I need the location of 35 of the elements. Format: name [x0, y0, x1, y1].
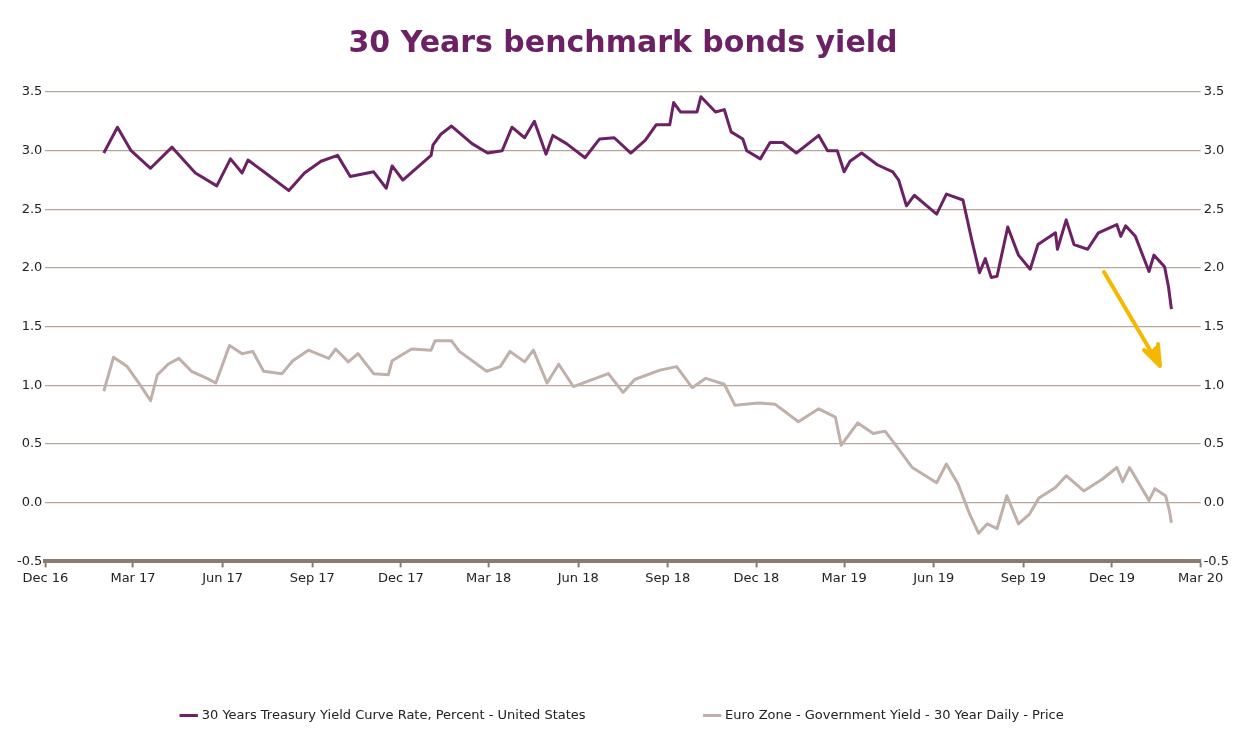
y2-tick-label: 0.0 — [1203, 494, 1225, 510]
x-tick-label: Jun 19 — [912, 569, 955, 585]
y-tick-label: 2.5 — [21, 200, 43, 216]
y-tick-label: 3.0 — [21, 142, 43, 158]
x-tick-label: Dec 18 — [733, 569, 780, 585]
y2-tick-label: 1.0 — [1203, 376, 1225, 392]
y-tick-label: 1.0 — [21, 376, 43, 392]
y-tick-label: 0.5 — [21, 435, 43, 451]
x-tick-label: Mar 17 — [110, 569, 156, 585]
x-tick-label: Sep 19 — [1000, 569, 1046, 585]
y2-tick-label: 3.0 — [1203, 142, 1225, 158]
x-tick-label: Mar 18 — [465, 569, 512, 585]
x-tick-label: Dec 17 — [377, 569, 424, 585]
y-tick-label: -0.5 — [16, 552, 43, 568]
x-tick-label: Jun 18 — [556, 569, 599, 585]
y-tick-label: 3.5 — [21, 83, 43, 99]
y2-tick-label: -0.5 — [1203, 552, 1230, 568]
x-tick-label: Mar 19 — [821, 569, 867, 585]
y-tick-label: 0.0 — [21, 494, 43, 510]
x-tick-label: Mar 20 — [1178, 569, 1224, 585]
y-tick-label: 2.0 — [21, 259, 43, 275]
y2-tick-label: 3.5 — [1203, 83, 1225, 99]
y2-tick-label: 1.5 — [1203, 318, 1225, 334]
y2-tick-label: 2.5 — [1203, 200, 1225, 216]
y2-tick-label: 0.5 — [1203, 435, 1225, 451]
x-tick-label: Jun 17 — [201, 569, 244, 585]
y-tick-label: 1.5 — [21, 318, 43, 334]
legend-label: Euro Zone - Government Yield - 30 Year Daily - Price — [725, 706, 1064, 722]
legend-label: 30 Years Treasury Yield Curve Rate, Percent - United States — [201, 706, 586, 722]
y2-tick-label: 2.0 — [1203, 259, 1225, 275]
x-tick-label: Sep 18 — [645, 569, 691, 585]
x-tick-label: Dec 19 — [1089, 569, 1135, 585]
chart-title: 30 Years benchmark bonds yield — [348, 23, 898, 59]
x-tick-label: Sep 17 — [289, 569, 335, 585]
x-tick-label: Dec 16 — [22, 569, 69, 585]
